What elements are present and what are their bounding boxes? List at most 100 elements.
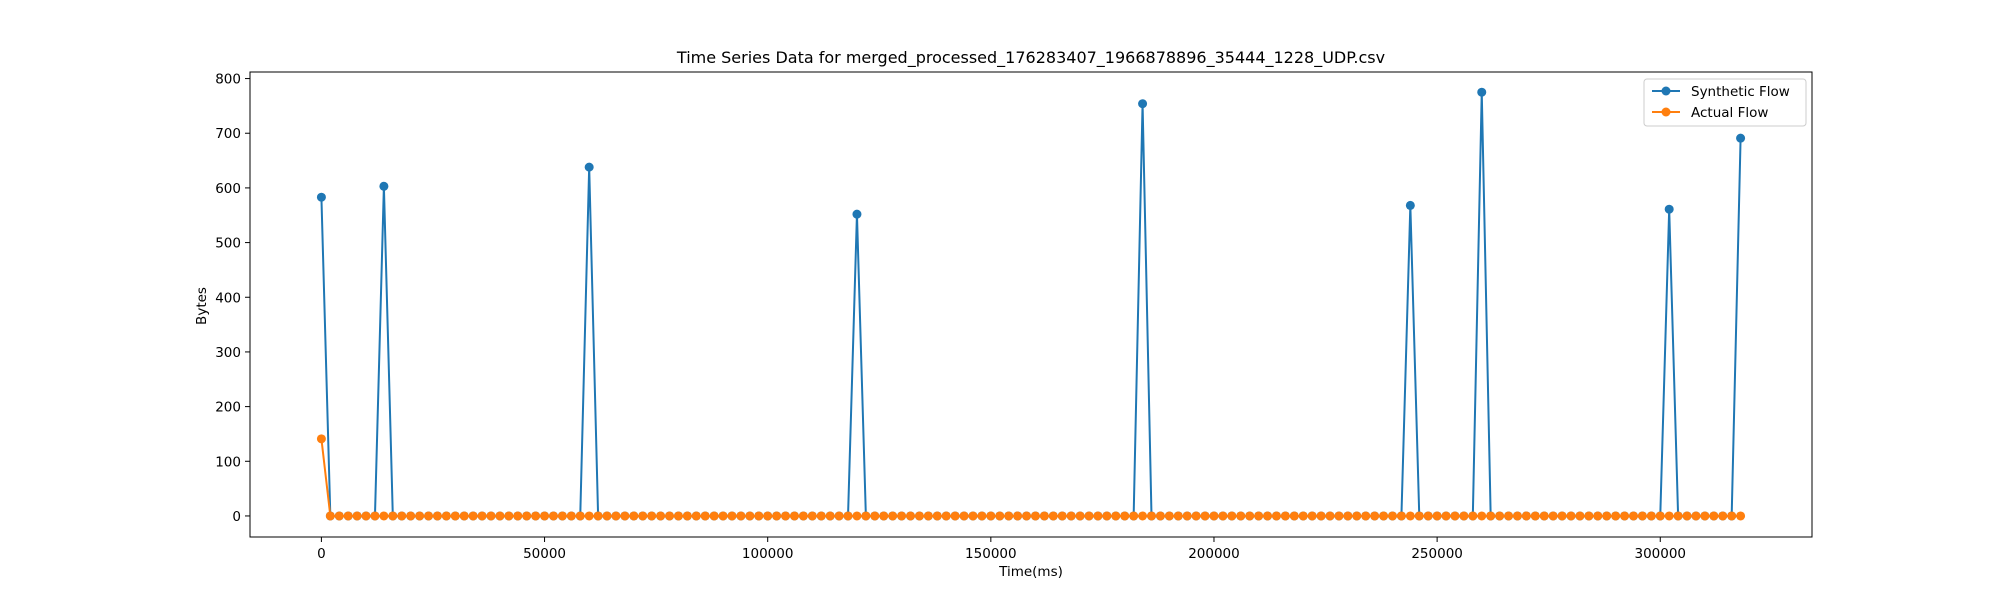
legend-swatch-marker (1661, 86, 1671, 96)
data-point (602, 511, 612, 521)
data-point (343, 511, 353, 521)
data-point (1209, 511, 1219, 521)
data-point (736, 511, 746, 521)
data-point (1129, 511, 1139, 521)
data-point (1030, 511, 1040, 521)
data-point (1620, 511, 1630, 521)
data-point (888, 511, 898, 521)
data-point (1084, 511, 1094, 521)
data-point (548, 511, 558, 521)
data-point (1334, 511, 1344, 521)
data-point (1530, 511, 1540, 521)
data-point (1566, 511, 1576, 521)
data-point (1039, 511, 1049, 521)
data-point (825, 511, 835, 521)
data-point (1584, 511, 1594, 521)
data-point (1370, 511, 1380, 521)
legend-box (1643, 78, 1807, 127)
data-point (1236, 511, 1246, 521)
data-point (727, 511, 737, 521)
legend: Synthetic Flow Actual Flow (1643, 78, 1807, 127)
data-point (495, 511, 505, 521)
data-point (388, 511, 398, 521)
data-point (861, 511, 871, 521)
data-point (1727, 511, 1737, 521)
data-point (575, 511, 585, 521)
data-point (852, 209, 862, 219)
data-point (540, 511, 550, 521)
data-point (1191, 511, 1201, 521)
data-point (1682, 511, 1692, 521)
data-point (1655, 511, 1665, 521)
y-tick-label: 700 (215, 126, 241, 142)
data-point (1343, 511, 1353, 521)
data-point (950, 511, 960, 521)
data-point (968, 511, 978, 521)
data-point (1477, 87, 1487, 97)
data-point (441, 511, 451, 521)
data-point (1504, 511, 1514, 521)
data-point (1441, 511, 1451, 521)
data-point (370, 511, 380, 521)
data-point (1611, 511, 1621, 521)
data-point (914, 511, 924, 521)
data-point (1387, 511, 1397, 521)
data-point (941, 511, 951, 521)
data-point (557, 511, 567, 521)
data-point (1182, 511, 1192, 521)
data-point (1013, 511, 1023, 521)
data-point (665, 511, 675, 521)
data-point (1271, 511, 1281, 521)
data-point (450, 511, 460, 521)
data-point (718, 511, 728, 521)
data-point (584, 511, 594, 521)
x-tick-label: 300000 (1634, 546, 1686, 562)
y-tick-label: 0 (232, 509, 241, 525)
data-point (1548, 511, 1558, 521)
data-point (468, 511, 478, 521)
x-axis-label: Time(ms) (998, 564, 1063, 580)
data-point (691, 511, 701, 521)
data-point (1691, 511, 1701, 521)
data-point (1700, 511, 1710, 521)
x-tick-label: 200000 (1188, 546, 1240, 562)
data-point (629, 511, 639, 521)
y-axis-label: Bytes (194, 287, 210, 325)
data-point (897, 511, 907, 521)
data-point (1164, 511, 1174, 521)
data-point (432, 511, 442, 521)
plot-area (316, 87, 1746, 521)
data-point (415, 511, 425, 521)
data-point (1245, 511, 1255, 521)
data-point (638, 511, 648, 521)
data-point (1423, 511, 1433, 521)
data-point (879, 511, 889, 521)
plot-frame (249, 71, 1813, 538)
data-point (1539, 511, 1549, 521)
data-point (700, 511, 710, 521)
data-point (1289, 511, 1299, 521)
data-point (1512, 511, 1522, 521)
data-point (754, 511, 764, 521)
data-point (1263, 511, 1273, 521)
data-point (1557, 511, 1567, 521)
y-tick-label: 600 (215, 181, 241, 197)
series-actual-flow (316, 434, 1746, 521)
y-tick-label: 300 (215, 345, 241, 361)
data-point (977, 511, 987, 521)
data-point (504, 511, 514, 521)
data-point (424, 511, 434, 521)
data-point (593, 511, 603, 521)
legend-swatch-marker (1661, 107, 1671, 117)
y-tick-label: 400 (215, 290, 241, 306)
data-point (1396, 511, 1406, 521)
data-point (647, 511, 657, 521)
data-point (852, 511, 862, 521)
x-tick-label: 150000 (965, 546, 1017, 562)
legend-label: Synthetic Flow (1691, 84, 1790, 100)
data-point (1664, 511, 1674, 521)
data-point (486, 511, 496, 521)
data-point (986, 511, 996, 521)
legend-label: Actual Flow (1691, 105, 1768, 121)
